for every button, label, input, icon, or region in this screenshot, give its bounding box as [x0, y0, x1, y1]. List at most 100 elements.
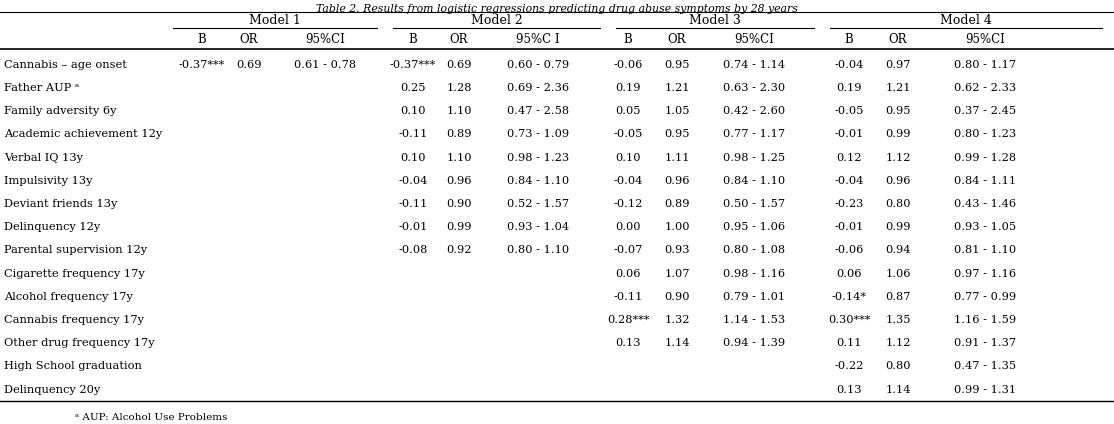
Text: 0.95 - 1.06: 0.95 - 1.06	[723, 222, 785, 232]
Text: 0.99: 0.99	[886, 222, 911, 232]
Text: Cannabis – age onset: Cannabis – age onset	[4, 60, 127, 70]
Text: 1.35: 1.35	[886, 315, 911, 325]
Text: 1.16 - 1.59: 1.16 - 1.59	[954, 315, 1016, 325]
Text: Cannabis frequency 17y: Cannabis frequency 17y	[4, 315, 144, 325]
Text: -0.04: -0.04	[834, 60, 863, 70]
Text: -0.07: -0.07	[614, 245, 643, 255]
Text: Parental supervision 12y: Parental supervision 12y	[4, 245, 147, 255]
Text: 0.10: 0.10	[400, 153, 426, 162]
Text: 0.73 - 1.09: 0.73 - 1.09	[507, 129, 569, 139]
Text: OR: OR	[240, 33, 258, 46]
Text: 0.89: 0.89	[447, 129, 471, 139]
Text: 1.14: 1.14	[664, 338, 690, 348]
Text: 0.84 - 1.10: 0.84 - 1.10	[507, 176, 569, 186]
Text: 0.93: 0.93	[664, 245, 690, 255]
Text: Other drug frequency 17y: Other drug frequency 17y	[4, 338, 155, 348]
Text: 0.80 - 1.08: 0.80 - 1.08	[723, 245, 785, 255]
Text: Delinquency 12y: Delinquency 12y	[4, 222, 100, 232]
Text: High School graduation: High School graduation	[4, 361, 141, 371]
Text: -0.06: -0.06	[614, 60, 643, 70]
Text: -0.01: -0.01	[834, 129, 863, 139]
Text: B: B	[409, 33, 418, 46]
Text: 0.97 - 1.16: 0.97 - 1.16	[954, 268, 1016, 279]
Text: 1.21: 1.21	[886, 83, 911, 93]
Text: -0.04: -0.04	[834, 176, 863, 186]
Text: 0.74 - 1.14: 0.74 - 1.14	[723, 60, 785, 70]
Text: Deviant friends 13y: Deviant friends 13y	[4, 199, 117, 209]
Text: 0.80: 0.80	[886, 199, 911, 209]
Text: OR: OR	[889, 33, 907, 46]
Text: Verbal IQ 13y: Verbal IQ 13y	[4, 153, 84, 162]
Text: 0.00: 0.00	[615, 222, 641, 232]
Text: 0.61 - 0.78: 0.61 - 0.78	[294, 60, 356, 70]
Text: ᵃ AUP: Alcohol Use Problems: ᵃ AUP: Alcohol Use Problems	[75, 413, 227, 422]
Text: 0.89: 0.89	[664, 199, 690, 209]
Text: 0.91 - 1.37: 0.91 - 1.37	[954, 338, 1016, 348]
Text: -0.11: -0.11	[614, 292, 643, 302]
Text: -0.12: -0.12	[614, 199, 643, 209]
Text: 1.28: 1.28	[447, 83, 471, 93]
Text: B: B	[624, 33, 633, 46]
Text: -0.11: -0.11	[399, 199, 428, 209]
Text: Alcohol frequency 17y: Alcohol frequency 17y	[4, 292, 133, 302]
Text: 1.21: 1.21	[664, 83, 690, 93]
Text: 0.12: 0.12	[837, 153, 862, 162]
Text: -0.37***: -0.37***	[179, 60, 225, 70]
Text: 95%CI: 95%CI	[305, 33, 345, 46]
Text: 0.06: 0.06	[837, 268, 862, 279]
Text: Model 2: Model 2	[470, 14, 522, 27]
Text: 0.79 - 1.01: 0.79 - 1.01	[723, 292, 785, 302]
Text: Model 1: Model 1	[250, 14, 301, 27]
Text: 0.95: 0.95	[664, 129, 690, 139]
Text: 0.60 - 0.79: 0.60 - 0.79	[507, 60, 569, 70]
Text: 0.92: 0.92	[447, 245, 471, 255]
Text: 0.37 - 2.45: 0.37 - 2.45	[954, 106, 1016, 116]
Text: 1.06: 1.06	[886, 268, 911, 279]
Text: 0.84 - 1.10: 0.84 - 1.10	[723, 176, 785, 186]
Text: Family adversity 6y: Family adversity 6y	[4, 106, 117, 116]
Text: -0.05: -0.05	[834, 106, 863, 116]
Text: 0.98 - 1.25: 0.98 - 1.25	[723, 153, 785, 162]
Text: 1.00: 1.00	[664, 222, 690, 232]
Text: 0.30***: 0.30***	[828, 315, 870, 325]
Text: 0.99: 0.99	[886, 129, 911, 139]
Text: 0.28***: 0.28***	[607, 315, 649, 325]
Text: -0.06: -0.06	[834, 245, 863, 255]
Text: -0.05: -0.05	[614, 129, 643, 139]
Text: Impulsivity 13y: Impulsivity 13y	[4, 176, 92, 186]
Text: Father AUP ᵃ: Father AUP ᵃ	[4, 83, 79, 93]
Text: -0.22: -0.22	[834, 361, 863, 371]
Text: 0.47 - 1.35: 0.47 - 1.35	[954, 361, 1016, 371]
Text: 0.81 - 1.10: 0.81 - 1.10	[954, 245, 1016, 255]
Text: Delinquency 20y: Delinquency 20y	[4, 385, 100, 395]
Text: -0.04: -0.04	[399, 176, 428, 186]
Text: -0.11: -0.11	[399, 129, 428, 139]
Text: 0.80 - 1.17: 0.80 - 1.17	[954, 60, 1016, 70]
Text: 0.11: 0.11	[837, 338, 862, 348]
Text: 0.62 - 2.33: 0.62 - 2.33	[954, 83, 1016, 93]
Text: 0.19: 0.19	[837, 83, 862, 93]
Text: 0.13: 0.13	[837, 385, 862, 395]
Text: 0.19: 0.19	[615, 83, 641, 93]
Text: 0.94: 0.94	[886, 245, 911, 255]
Text: 0.05: 0.05	[615, 106, 641, 116]
Text: 95%CI: 95%CI	[965, 33, 1005, 46]
Text: OR: OR	[667, 33, 686, 46]
Text: 0.69: 0.69	[236, 60, 262, 70]
Text: 1.12: 1.12	[886, 153, 911, 162]
Text: Cigarette frequency 17y: Cigarette frequency 17y	[4, 268, 145, 279]
Text: 1.11: 1.11	[664, 153, 690, 162]
Text: -0.14*: -0.14*	[831, 292, 867, 302]
Text: 1.07: 1.07	[664, 268, 690, 279]
Text: 0.50 - 1.57: 0.50 - 1.57	[723, 199, 785, 209]
Text: Model 3: Model 3	[690, 14, 741, 27]
Text: 0.06: 0.06	[615, 268, 641, 279]
Text: 0.47 - 2.58: 0.47 - 2.58	[507, 106, 569, 116]
Text: -0.01: -0.01	[399, 222, 428, 232]
Text: -0.37***: -0.37***	[390, 60, 436, 70]
Text: 0.95: 0.95	[886, 106, 911, 116]
Text: 0.96: 0.96	[886, 176, 911, 186]
Text: 1.32: 1.32	[664, 315, 690, 325]
Text: 0.77 - 0.99: 0.77 - 0.99	[954, 292, 1016, 302]
Text: 0.10: 0.10	[400, 106, 426, 116]
